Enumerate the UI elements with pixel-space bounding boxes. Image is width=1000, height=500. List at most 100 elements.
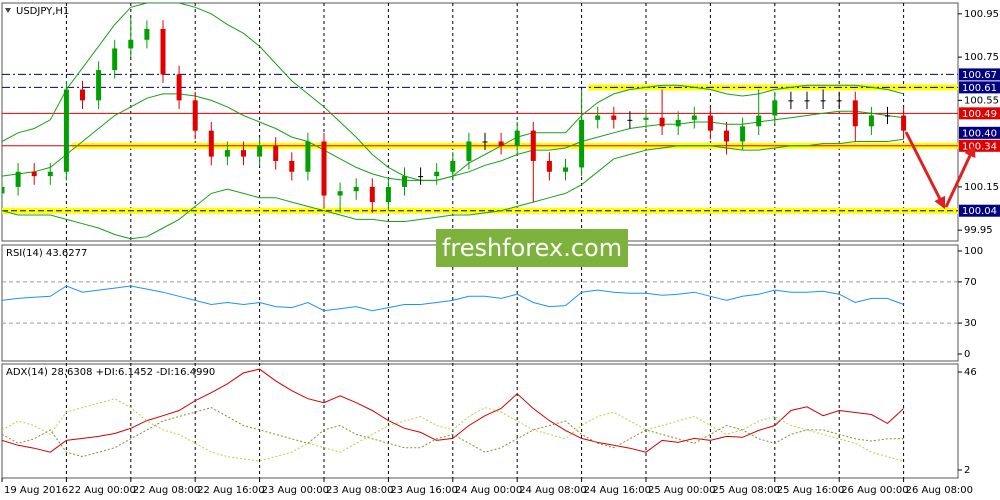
candle-body: [192, 100, 198, 131]
y-tick-label: 2: [964, 465, 970, 476]
indicator-line: [2, 285, 904, 312]
x-tick-label: 22 Aug 00:00: [68, 485, 135, 496]
candle-body: [321, 141, 327, 196]
candle-body: [788, 100, 794, 102]
x-tick-label: 24 Aug 08:00: [519, 485, 586, 496]
level-label: 100.49: [962, 109, 997, 120]
candle-body: [659, 117, 665, 127]
candle-body: [434, 171, 440, 177]
indicator-line: [2, 368, 904, 453]
candle-body: [466, 141, 472, 161]
level-label: 100.61: [962, 83, 997, 94]
candle-body: [257, 145, 263, 157]
candle-body: [128, 39, 134, 49]
level-label-box: [959, 68, 1000, 81]
candle-body: [820, 100, 826, 102]
x-tick-label: 26 Aug 08:00: [906, 485, 973, 496]
watermark: freshforex.com: [442, 234, 622, 262]
candle-body: [691, 115, 697, 120]
symbol-icon: [5, 8, 11, 13]
candle-body: [901, 115, 907, 131]
candle-body: [353, 186, 359, 192]
y-tick-label: 46: [964, 367, 977, 378]
level-label-box: [959, 81, 1000, 94]
candle-body: [273, 145, 279, 161]
candle-body: [514, 130, 520, 146]
pane-title: USDJPY,H1: [16, 6, 69, 17]
level-label-box: [959, 107, 1000, 120]
x-tick-label: 24 Aug 00:00: [455, 485, 522, 496]
candle-body: [15, 171, 21, 187]
candle-body: [418, 176, 424, 178]
level-label: 100.67: [962, 70, 997, 81]
x-tick-label: 23 Aug 08:00: [326, 485, 393, 496]
level-label-box: [959, 204, 1000, 217]
y-tick-label: 100.95: [964, 9, 999, 20]
price-plot: [2, 3, 958, 240]
candle-body: [2, 186, 5, 194]
y-tick-label: 70: [964, 277, 977, 288]
candle-body: [160, 28, 166, 75]
x-tick-label: 24 Aug 16:00: [584, 485, 651, 496]
x-tick-label: 23 Aug 00:00: [262, 485, 329, 496]
x-tick-label: 26 Aug 00:00: [841, 485, 908, 496]
candle-body: [47, 171, 53, 177]
candle-body: [563, 167, 568, 172]
candle-body: [530, 130, 536, 161]
level-label: 100.34: [962, 141, 997, 152]
candle-body: [241, 150, 246, 157]
candle-body: [740, 126, 746, 142]
candle-body: [627, 119, 633, 121]
x-tick-label: 23 Aug 16:00: [390, 485, 457, 496]
candle-body: [675, 119, 681, 127]
candle-body: [112, 48, 118, 71]
candle-body: [369, 186, 375, 203]
candle-body: [224, 150, 230, 157]
arrow: [904, 131, 946, 210]
candle-body: [144, 28, 150, 40]
candle-body: [63, 89, 69, 172]
candle-body: [337, 191, 343, 196]
y-tick-label: 0: [964, 349, 970, 360]
indicator-line: [2, 398, 904, 462]
candle-body: [402, 176, 407, 187]
candle-body: [498, 141, 504, 146]
candle-body: [450, 160, 456, 172]
candle-body: [885, 115, 890, 117]
candle-body: [305, 141, 311, 172]
candle-body: [868, 115, 874, 127]
y-tick-label: 100.55: [964, 95, 999, 106]
candle-body: [852, 100, 858, 127]
candle-body: [836, 100, 842, 102]
pane-title: ADX(14) 28.6308 +DI:6.1452 -DI:16.4990: [6, 367, 215, 378]
pane-title: RSI(14) 43.6277: [6, 248, 87, 259]
y-tick-label: 99.95: [964, 225, 993, 236]
indicator-plot: [2, 285, 904, 312]
candle-body: [707, 115, 713, 131]
watermark-box: [436, 229, 628, 267]
candle-body: [804, 100, 810, 102]
y-tick-label: 100.15: [964, 182, 999, 193]
indicator-line: [2, 407, 904, 458]
x-tick-label: 19 Aug 2016: [4, 485, 68, 496]
candle-body: [289, 160, 295, 172]
candle-body: [643, 117, 649, 120]
level-label-box: [959, 126, 1000, 139]
y-tick-label: 30: [964, 318, 977, 329]
candle-body: [724, 130, 729, 142]
x-tick-label: 22 Aug 16:00: [197, 485, 264, 496]
candle-body: [756, 115, 762, 127]
x-tick-label: 25 Aug 08:00: [712, 485, 779, 496]
level-label: 100.40: [962, 128, 997, 139]
candle-body: [31, 171, 37, 177]
indicator-plot: [2, 368, 904, 462]
x-tick-label: 25 Aug 16:00: [777, 485, 844, 496]
candle-body: [611, 115, 617, 120]
candle-body: [80, 89, 85, 101]
candle-body: [772, 100, 778, 116]
pane-frame: [1, 363, 959, 479]
candle-body: [482, 141, 488, 143]
bollinger-band: [2, 138, 904, 240]
x-tick-label: 22 Aug 08:00: [133, 485, 200, 496]
